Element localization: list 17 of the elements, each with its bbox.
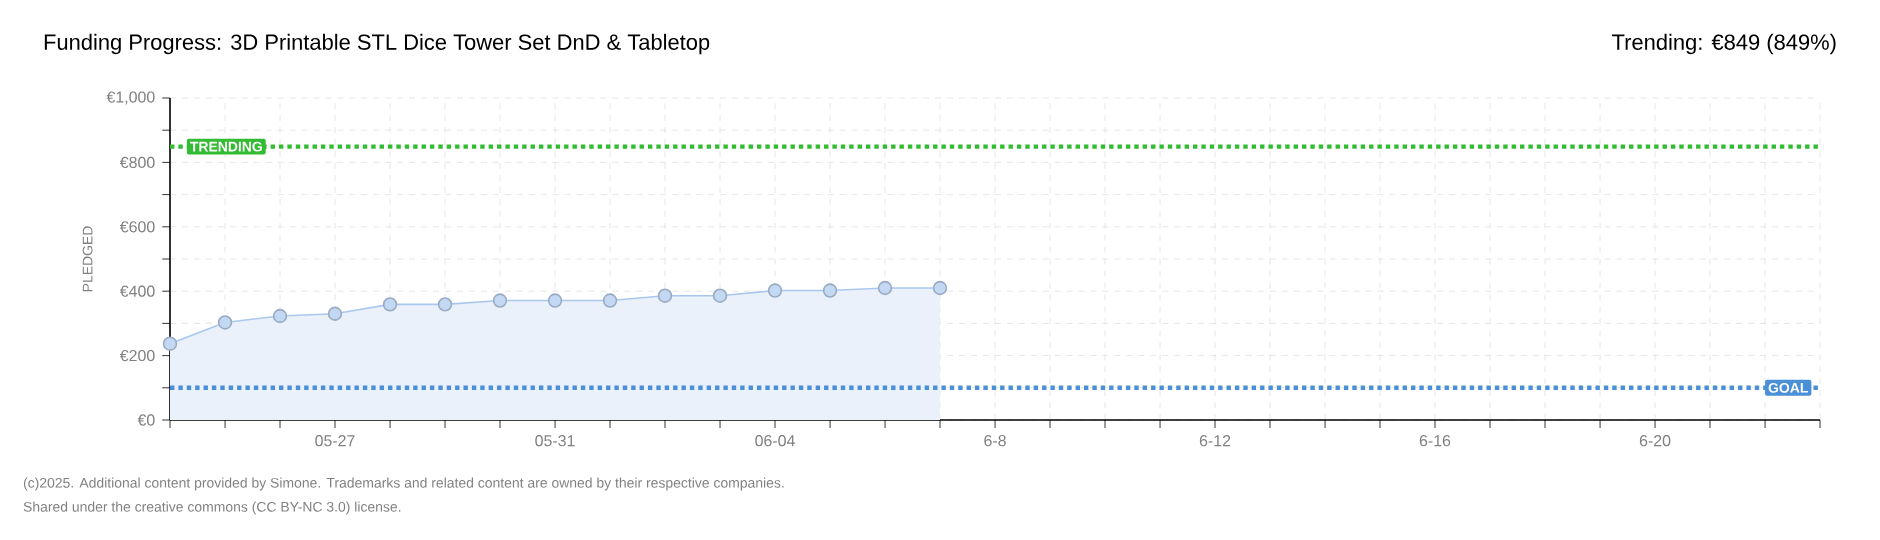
point bbox=[492, 293, 508, 308]
point bbox=[547, 293, 563, 308]
chart-title: Funding Progress: 3D Printable STL Dice Tower Set DnD & Tabletop bbox=[44, 33, 710, 55]
point bbox=[602, 293, 618, 308]
point bbox=[932, 280, 948, 296]
point bbox=[712, 288, 728, 303]
point bbox=[657, 288, 673, 303]
text: Trending: €849 (849%) bbox=[1612, 33, 1836, 55]
point bbox=[877, 280, 893, 296]
point bbox=[327, 306, 343, 321]
point bbox=[217, 315, 233, 330]
point bbox=[767, 283, 783, 298]
point bbox=[822, 283, 838, 298]
point bbox=[437, 297, 453, 312]
point bbox=[382, 297, 398, 312]
point bbox=[162, 336, 178, 351]
point bbox=[272, 308, 288, 324]
